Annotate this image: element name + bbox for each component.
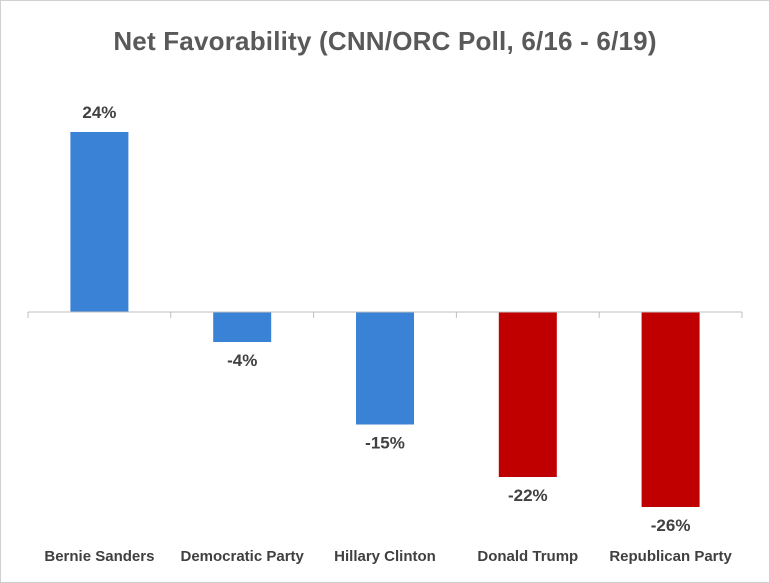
category-label-republican-party: Republican Party: [609, 548, 732, 565]
bar-republican-party: [641, 312, 700, 507]
category-label-democratic-party: Democratic Party: [180, 548, 304, 565]
category-label-donald-trump: Donald Trump: [477, 548, 578, 565]
data-label-democratic-party: -4%: [227, 351, 257, 370]
bars-group: [70, 132, 700, 507]
bar-democratic-party: [213, 312, 272, 342]
data-label-donald-trump: -22%: [508, 486, 548, 505]
bar-hillary-clinton: [356, 312, 414, 425]
category-labels-group: Bernie Sanders Democratic Party Hillary Cl…: [44, 548, 732, 565]
data-label-republican-party: -26%: [651, 516, 691, 535]
data-label-hillary-clinton: -15%: [365, 434, 405, 453]
category-label-hillary-clinton: Hillary Clinton: [334, 548, 436, 565]
data-labels-group: 24% -4% -15% -22% -26%: [82, 103, 690, 535]
bar-donald-trump: [498, 312, 557, 477]
x-axis: [27, 311, 743, 318]
bar-bernie-sanders: [70, 132, 129, 312]
category-label-bernie-sanders: Bernie Sanders: [44, 548, 154, 565]
data-label-bernie-sanders: 24%: [82, 103, 116, 122]
chart-title: Net Favorability (CNN/ORC Poll, 6/16 - 6…: [113, 26, 657, 56]
